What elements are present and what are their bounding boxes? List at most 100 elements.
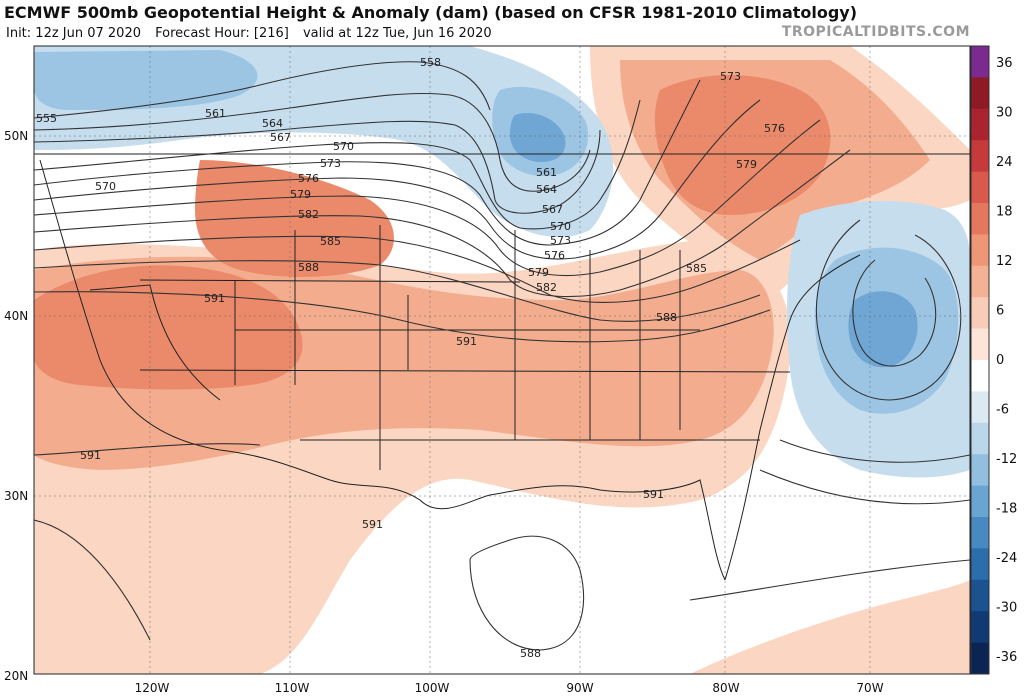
colorbar-swatch	[971, 140, 989, 173]
contour-label: 567	[542, 203, 563, 216]
california-border	[89, 284, 221, 401]
contour-label: 564	[262, 117, 283, 130]
colorbar-tick-label: -6	[996, 403, 1009, 418]
state-lines	[234, 225, 681, 470]
colorbar-swatch	[971, 422, 989, 455]
colorbar-tick-label: 0	[996, 353, 1004, 368]
contour-label: 573	[720, 70, 741, 83]
colorbar-tick-label: -18	[996, 502, 1017, 517]
colorbar-swatch	[971, 328, 989, 361]
contour-ne-south	[779, 439, 970, 463]
contour-591-south	[34, 443, 261, 456]
contour-label: 582	[536, 281, 557, 294]
contour-label: 579	[290, 188, 311, 201]
colorbar-tick-label: -36	[996, 650, 1017, 665]
anomaly-negative-nw-medium	[34, 50, 258, 110]
colorbar-swatch	[971, 517, 989, 549]
contour-579	[34, 119, 821, 277]
political-boundaries	[34, 153, 970, 581]
contour-label: 564	[536, 183, 557, 196]
anomaly-positive-strong-east	[654, 75, 831, 215]
colorbar-swatch	[971, 454, 989, 487]
colorbar-tick-label: 24	[996, 155, 1013, 170]
lat-label: 40N	[4, 309, 28, 323]
colorbar-swatch	[971, 391, 989, 424]
us-east-coast	[724, 254, 861, 581]
colorbar-swatch	[971, 360, 989, 392]
anomaly-positive-light-tropics	[690, 580, 970, 674]
colorbar-swatch	[971, 548, 989, 581]
contour-label: 585	[686, 262, 707, 275]
contour-label: 576	[544, 249, 565, 262]
contour-label: 576	[298, 172, 319, 185]
us-coastline-south	[39, 159, 726, 581]
lon-label: 120W	[135, 681, 170, 695]
contour-label: 561	[536, 166, 557, 179]
lon-label: 70W	[856, 681, 883, 695]
colorbar-swatch	[971, 46, 989, 78]
contour-pacific	[34, 519, 151, 641]
contour-567	[34, 120, 601, 214]
contour-label: 588	[298, 261, 319, 274]
colorbar-swatch	[971, 297, 989, 330]
contour-570	[34, 99, 641, 230]
lat-label: 30N	[4, 489, 28, 503]
anomaly-positive-strong-rockies	[195, 160, 394, 277]
forecast-hour: Forecast Hour: [216]	[155, 26, 289, 41]
map-frame	[33, 45, 971, 675]
colorbar-frame	[970, 45, 990, 675]
colorbar-swatch	[971, 234, 989, 267]
lat-label: 20N	[4, 669, 28, 683]
contour-label: 591	[80, 449, 101, 462]
contour-label: 570	[95, 180, 116, 193]
contour-ne-low-inner	[852, 259, 937, 367]
map-area	[34, 46, 970, 674]
contour-label: 588	[656, 311, 677, 324]
anomaly-negative-ne-core	[848, 291, 918, 368]
contour-label: 558	[420, 56, 441, 69]
anomaly-colorbar	[970, 45, 990, 675]
chart-subtitle: Init: 12z Jun 07 2020 Forecast Hour: [21…	[6, 26, 502, 41]
colorbar-swatch	[971, 203, 989, 235]
contour-caribbean	[689, 559, 970, 601]
colorbar-swatch	[971, 171, 989, 204]
colorbar-ticks: 36 30 24 18 12 6 0 -6 -12 -18 -24 -30 -36	[996, 56, 1017, 665]
contour-564	[34, 92, 591, 192]
colorbar-tick-label: 6	[996, 304, 1004, 319]
valid-time: valid at 12z Tue, Jun 16 2020	[302, 26, 492, 41]
contour-576	[34, 99, 761, 260]
contour-ne-low-outer	[815, 219, 962, 401]
contour-591	[34, 291, 771, 343]
contour-label: 579	[528, 266, 549, 279]
contour-585	[34, 235, 801, 303]
contour-label: 570	[550, 220, 571, 233]
contour-label: 573	[550, 234, 571, 247]
contour-588-gulf	[469, 535, 585, 651]
latitude-labels: 50N 40N 30N 20N	[4, 129, 28, 683]
contour-label: 567	[270, 131, 291, 144]
colorbar-tick-label: 18	[996, 205, 1013, 220]
colorbar-swatch	[971, 611, 989, 644]
colorbar-tick-label: -12	[996, 452, 1017, 467]
init-time: Init: 12z Jun 07 2020	[6, 26, 141, 41]
colorbar-tick-label: 30	[996, 106, 1013, 121]
anomaly-negative-low-center	[510, 112, 566, 163]
colorbar-swatch	[971, 108, 989, 141]
colorbar-swatch	[971, 265, 989, 298]
colorbar-swatch	[971, 642, 989, 675]
contour-label: 561	[205, 107, 226, 120]
state-lines-horizontal	[139, 279, 791, 441]
lon-label: 100W	[415, 681, 450, 695]
graticule	[34, 46, 970, 674]
colorbar-tick-label: -24	[996, 551, 1017, 566]
contour-561-west	[34, 61, 491, 119]
height-contours	[34, 61, 970, 651]
contour-label: 588	[520, 647, 541, 660]
contour-ne-south-2	[759, 469, 970, 505]
contour-label: 555	[36, 112, 57, 125]
contour-label: 591	[643, 488, 664, 501]
lon-label: 110W	[275, 681, 310, 695]
colorbar-tick-label: 36	[996, 56, 1013, 71]
colorbar-tick-label: -30	[996, 601, 1017, 616]
